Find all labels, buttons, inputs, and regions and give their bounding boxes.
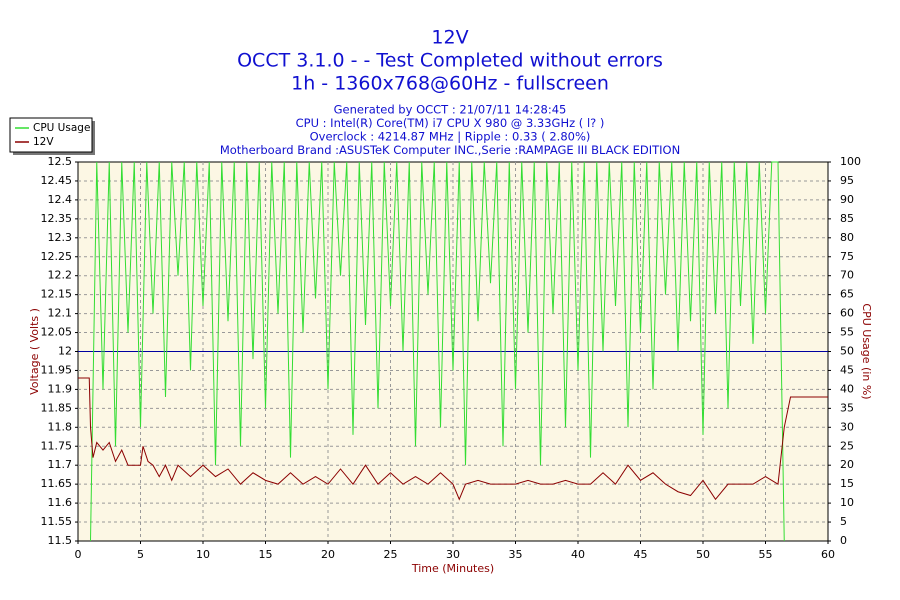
y2-tick-label: 50: [840, 345, 854, 358]
x-tick-label: 55: [759, 548, 773, 561]
y-tick-label: 11.95: [41, 363, 73, 376]
y-tick-label: 12.3: [48, 231, 73, 244]
y-tick-label: 11.65: [41, 477, 73, 490]
y2-axis-label: CPU Usage (in %): [860, 303, 873, 399]
y-tick-label: 12.25: [41, 250, 73, 263]
y2-tick-label: 45: [840, 363, 854, 376]
chart-subtitle: Overclock : 4214.87 MHz | Ripple : 0.33 …: [310, 130, 591, 144]
chart-title: 1h - 1360x768@60Hz - fullscreen: [291, 73, 609, 95]
x-tick-label: 5: [137, 548, 144, 561]
chart-title: 12V: [431, 27, 468, 49]
x-tick-label: 50: [696, 548, 710, 561]
y-tick-label: 11.85: [41, 401, 73, 414]
x-tick-label: 35: [509, 548, 523, 561]
y-axis-label: Voltage ( Volts ): [28, 308, 41, 395]
y-tick-label: 12.35: [41, 212, 73, 225]
y2-tick-label: 15: [840, 477, 854, 490]
y-tick-label: 12: [58, 345, 72, 358]
y-tick-label: 11.55: [41, 515, 73, 528]
y2-tick-label: 55: [840, 326, 854, 339]
y2-tick-label: 5: [840, 515, 847, 528]
y-tick-label: 11.9: [48, 382, 73, 395]
y2-tick-label: 35: [840, 401, 854, 414]
y2-tick-label: 65: [840, 288, 854, 301]
x-tick-label: 40: [571, 548, 585, 561]
x-tick-label: 60: [821, 548, 835, 561]
y2-tick-label: 80: [840, 231, 854, 244]
y2-tick-label: 60: [840, 307, 854, 320]
y2-tick-label: 90: [840, 193, 854, 206]
y-tick-label: 11.6: [48, 496, 73, 509]
x-tick-label: 15: [259, 548, 273, 561]
chart-title: OCCT 3.1.0 - - Test Completed without er…: [237, 50, 663, 72]
y-tick-label: 12.4: [48, 193, 73, 206]
y-tick-label: 11.5: [48, 534, 73, 547]
y-tick-label: 12.1: [48, 307, 73, 320]
y2-tick-label: 40: [840, 382, 854, 395]
chart-subtitle: CPU : Intel(R) Core(TM) i7 CPU X 980 @ 3…: [296, 116, 605, 130]
y2-tick-label: 85: [840, 212, 854, 225]
x-tick-label: 10: [196, 548, 210, 561]
x-tick-label: 0: [75, 548, 82, 561]
legend-label: CPU Usage: [33, 122, 90, 134]
x-tick-label: 30: [446, 548, 460, 561]
y2-tick-label: 20: [840, 458, 854, 471]
x-tick-label: 20: [321, 548, 335, 561]
y-tick-label: 11.8: [48, 420, 73, 433]
y-tick-label: 12.05: [41, 326, 73, 339]
y-tick-label: 12.15: [41, 288, 73, 301]
y2-tick-label: 70: [840, 269, 854, 282]
y-tick-label: 12.45: [41, 174, 73, 187]
y-tick-label: 12.2: [48, 269, 73, 282]
y2-tick-label: 75: [840, 250, 854, 263]
y2-tick-label: 25: [840, 439, 854, 452]
y2-tick-label: 30: [840, 420, 854, 433]
legend-box: [9, 117, 93, 153]
y2-tick-label: 0: [840, 534, 847, 547]
chart-subtitle: Generated by OCCT : 21/07/11 14:28:45: [334, 103, 567, 117]
x-tick-label: 45: [634, 548, 648, 561]
x-axis-label: Time (Minutes): [411, 562, 494, 575]
y-tick-label: 11.75: [41, 439, 73, 452]
y2-tick-label: 100: [840, 155, 861, 168]
y-tick-label: 12.5: [48, 155, 73, 168]
legend-label: 12V: [33, 136, 54, 148]
y-tick-label: 11.7: [48, 458, 73, 471]
series-line: [78, 377, 828, 501]
y2-tick-label: 10: [840, 496, 854, 509]
chart-subtitle: Motherboard Brand :ASUSTeK Computer INC.…: [220, 143, 680, 157]
x-tick-label: 25: [384, 548, 398, 561]
series-line: [90, 161, 785, 542]
y2-tick-label: 95: [840, 174, 854, 187]
